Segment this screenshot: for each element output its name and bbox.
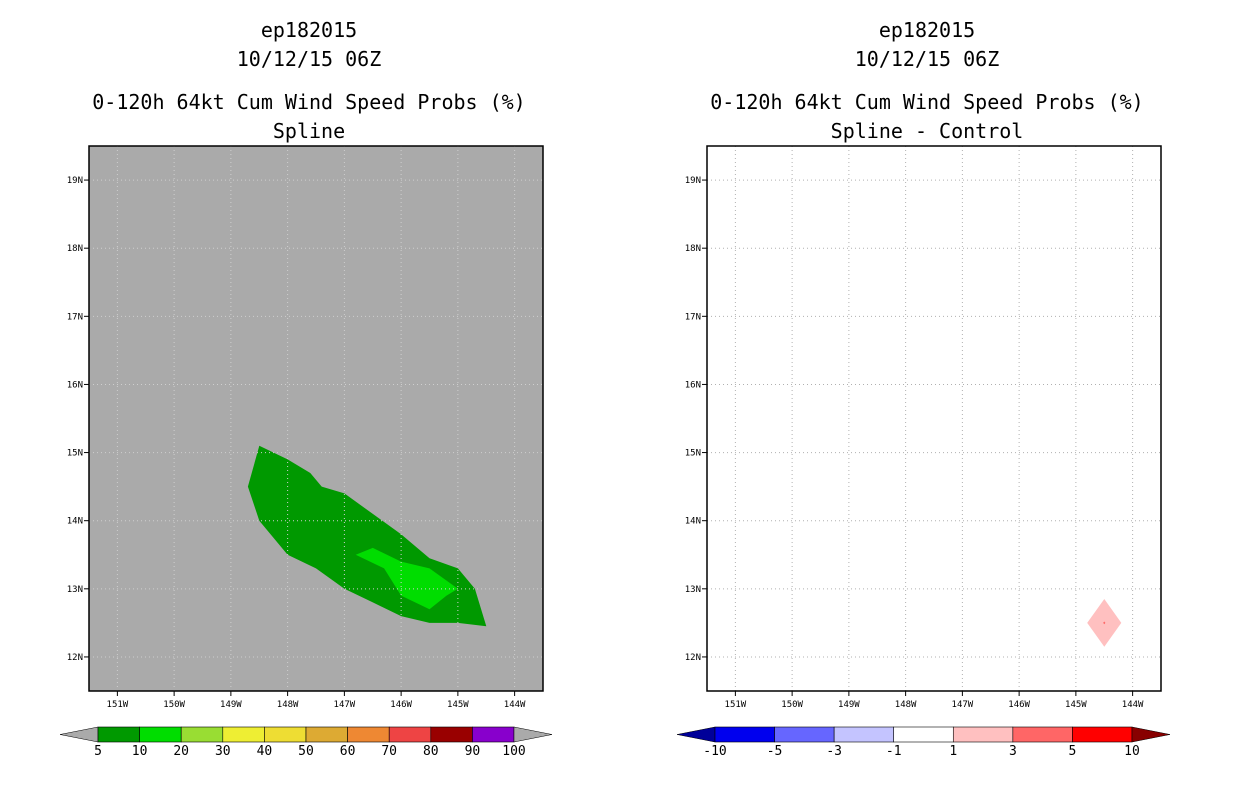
right-lat-tick-label-0: 12N	[685, 653, 701, 663]
left-lon-tick-label-4: 147W	[334, 700, 356, 710]
right-colorbar-segment-1	[774, 726, 835, 743]
right-lat-tick-label-7: 19N	[685, 176, 701, 186]
right-lat-tick-label-5: 17N	[685, 312, 701, 322]
right-lat-tick-label-2: 14N	[685, 517, 701, 527]
right-colorbar-under-arrow	[676, 726, 716, 743]
right-lat-tick-label-3: 15N	[685, 449, 701, 459]
right-colorbar: -10 -5 -3 -1 1 3 5 10	[676, 726, 1171, 759]
right-lon-tick-label-4: 147W	[952, 700, 974, 710]
left-lon-tick-label-7: 144W	[504, 700, 526, 710]
left-colorbar-segment-1	[139, 726, 182, 743]
right-map-background	[707, 146, 1161, 691]
left-colorbar-segment-4	[264, 726, 307, 743]
right-title-line-1: ep182015	[879, 18, 975, 42]
left-lon-tick-label-0: 151W	[107, 700, 129, 710]
right-colorbar-segment-5	[1012, 726, 1073, 743]
left-map-panel: 151W 150W 149W 148W 147W 146W 145W 144W 12N 13N 14…	[67, 145, 544, 710]
left-colorbar-label-5: 50	[298, 744, 314, 759]
left-colorbar-label-10: 100	[502, 744, 525, 759]
left-lat-tick-label-5: 17N	[67, 312, 83, 322]
right-lon-tick-label-1: 150W	[781, 700, 803, 710]
left-colorbar-under-arrow	[59, 726, 99, 743]
left-title-line-4: Spline	[273, 119, 345, 143]
left-lon-tick-label-1: 150W	[163, 700, 185, 710]
left-colorbar-label-2: 20	[173, 744, 189, 759]
left-colorbar-segment-7	[388, 726, 432, 743]
right-colorbar-label-2: -3	[826, 744, 842, 759]
right-colorbar-label-4: 1	[949, 744, 957, 759]
left-contour-region-1	[355, 547, 458, 610]
left-colorbar-segment-2	[180, 726, 224, 743]
left-lat-tick-label-1: 13N	[67, 585, 83, 595]
right-lat-tick-label-1: 13N	[685, 585, 701, 595]
left-colorbar-label-3: 30	[215, 744, 231, 759]
right-title-line-3: 0-120h 64kt Cum Wind Speed Probs (%)	[710, 90, 1143, 114]
right-colorbar-label-3: -1	[886, 744, 902, 759]
right-colorbar-segment-0	[714, 726, 775, 743]
left-colorbar-segment-8	[430, 726, 473, 743]
right-lon-tick-label-5: 146W	[1008, 700, 1030, 710]
right-lon-tick-label-2: 149W	[838, 700, 860, 710]
right-colorbar-segment-4	[952, 726, 1014, 743]
left-lat-tick-label-6: 18N	[67, 244, 83, 254]
left-lon-tick-label-5: 146W	[390, 700, 412, 710]
right-lat-tick-label-6: 18N	[685, 244, 701, 254]
right-colorbar-over-arrow	[1131, 726, 1171, 743]
left-colorbar-over-arrow	[513, 726, 553, 743]
right-colorbar-label-5: 3	[1009, 744, 1017, 759]
left-colorbar-label-4: 40	[257, 744, 273, 759]
left-colorbar-label-8: 80	[423, 744, 439, 759]
right-lon-tick-label-6: 145W	[1065, 700, 1087, 710]
left-lon-tick-label-6: 145W	[447, 700, 469, 710]
left-map-frame	[88, 145, 544, 692]
left-lon-tick-label-3: 148W	[277, 700, 299, 710]
left-colorbar-label-0: 5	[94, 744, 102, 759]
right-lon-tick-label-7: 144W	[1122, 700, 1144, 710]
right-colorbar-label-7: 10	[1124, 744, 1140, 759]
right-map-panel: 151W 150W 149W 148W 147W 146W 145W 144W 12N 13N 14…	[685, 145, 1162, 710]
right-colorbar-label-6: 5	[1069, 744, 1077, 759]
left-colorbar-segment-3	[222, 726, 265, 743]
right-colorbar-segment-3	[893, 726, 954, 743]
left-colorbar-label-7: 70	[381, 744, 397, 759]
left-lat-tick-label-0: 12N	[67, 653, 83, 663]
right-lat-tick-label-4: 16N	[685, 380, 701, 390]
right-colorbar-label-1: -5	[767, 744, 783, 759]
right-colorbar-segment-2	[833, 726, 895, 743]
right-colorbar-segment-6	[1072, 726, 1133, 743]
right-contour-region-1	[1103, 621, 1106, 625]
left-lon-tick-label-2: 149W	[220, 700, 242, 710]
left-colorbar-segment-5	[305, 726, 348, 743]
left-lat-tick-label-3: 15N	[67, 449, 83, 459]
right-lon-tick-label-3: 148W	[895, 700, 917, 710]
left-colorbar-segment-6	[347, 726, 390, 743]
right-map-frame	[706, 145, 1162, 692]
left-lat-tick-label-4: 16N	[67, 380, 83, 390]
left-title-line-3: 0-120h 64kt Cum Wind Speed Probs (%)	[92, 90, 525, 114]
right-title-line-4: Spline - Control	[831, 119, 1024, 143]
left-title-line-2: 10/12/15 06Z	[237, 47, 382, 71]
left-colorbar: 5 10 20 30 40 50 60 70 80 90 100	[59, 726, 553, 759]
left-colorbar-label-9: 90	[465, 744, 481, 759]
right-colorbar-label-0: -10	[703, 744, 726, 759]
left-colorbar-segment-0	[97, 726, 140, 743]
left-lat-tick-label-2: 14N	[67, 517, 83, 527]
left-colorbar-segment-9	[472, 726, 515, 743]
left-title-line-1: ep182015	[261, 18, 357, 42]
left-colorbar-label-1: 10	[132, 744, 148, 759]
right-title-line-2: 10/12/15 06Z	[855, 47, 1000, 71]
left-colorbar-label-6: 60	[340, 744, 356, 759]
left-lat-tick-label-7: 19N	[67, 176, 83, 186]
right-lon-tick-label-0: 151W	[725, 700, 747, 710]
